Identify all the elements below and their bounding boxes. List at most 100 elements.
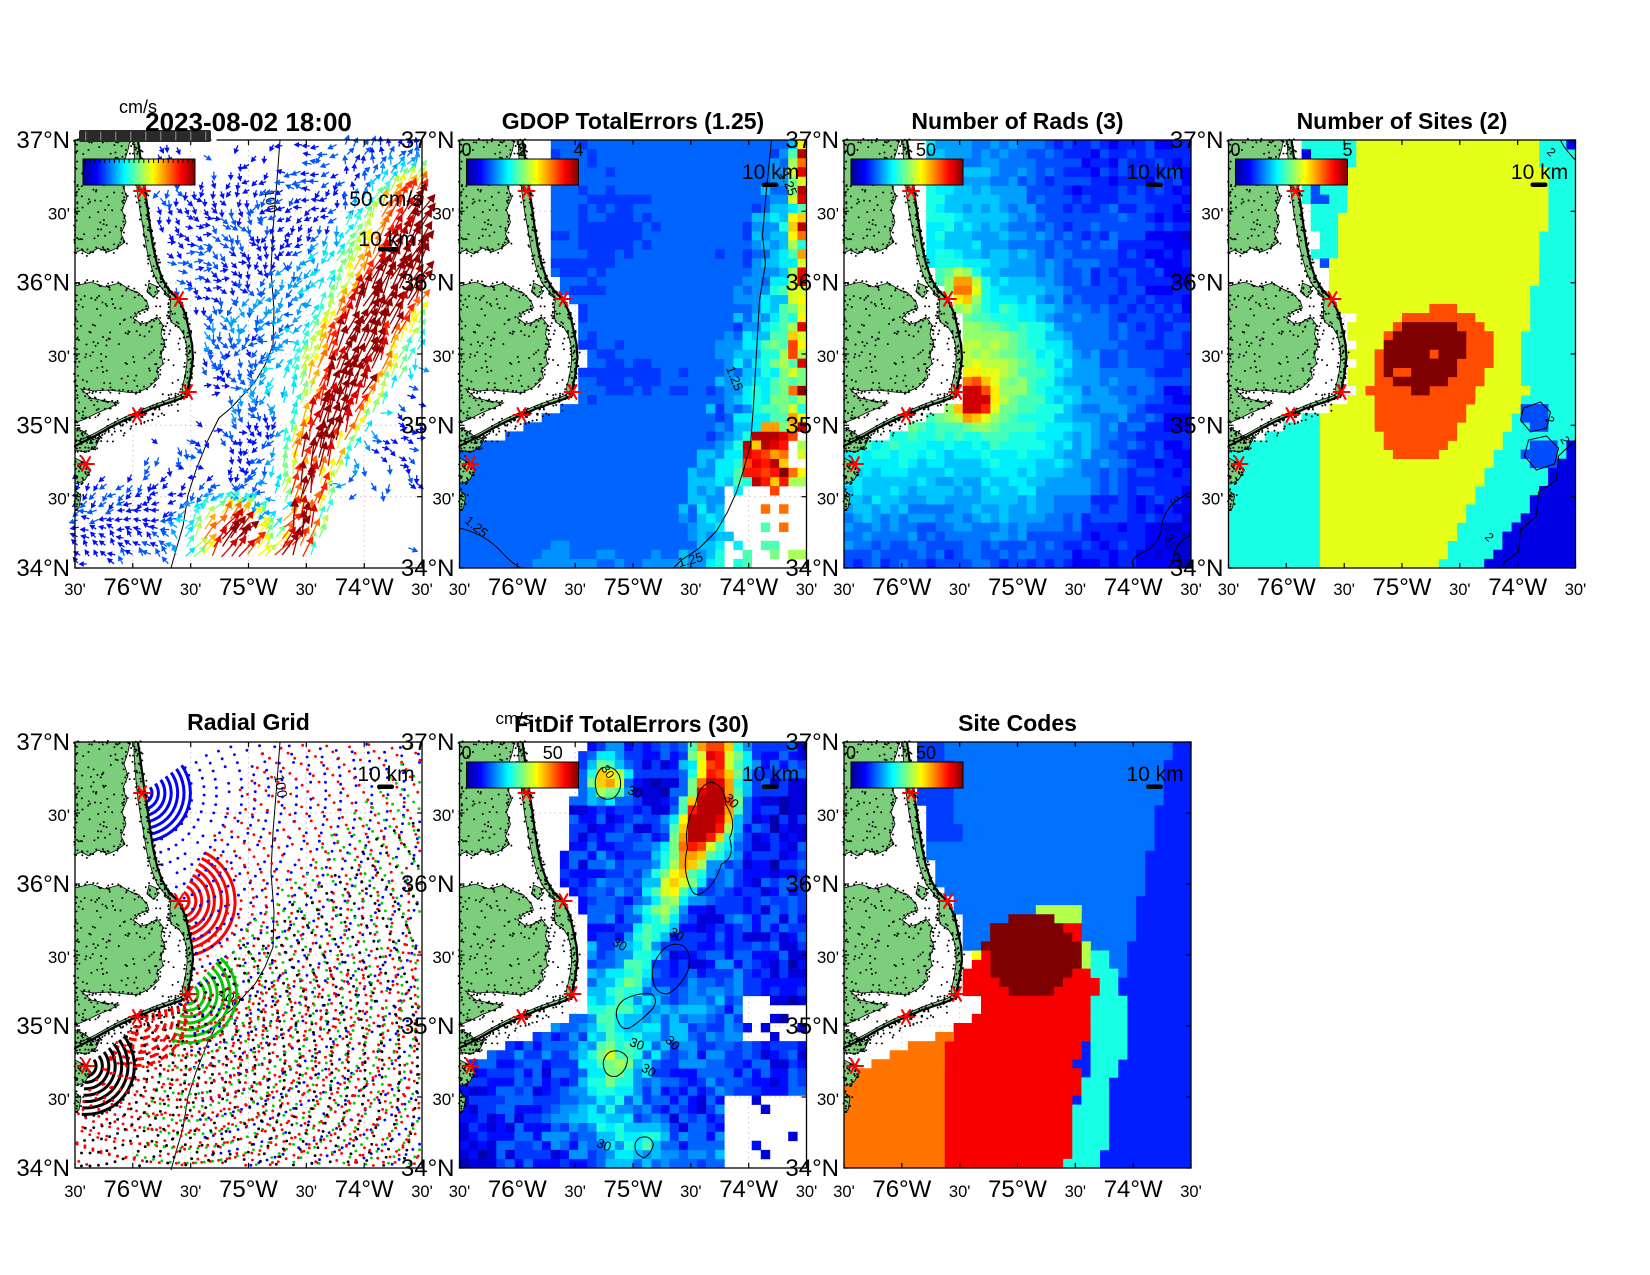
svg-text:30': 30': [1180, 581, 1202, 599]
svg-text:30': 30': [1180, 1183, 1202, 1201]
svg-text:30': 30': [180, 581, 202, 599]
svg-text:2023-08-02 18:00: 2023-08-02 18:00: [145, 107, 352, 137]
svg-text:30: 30: [667, 924, 687, 944]
svg-text:30': 30': [64, 1183, 86, 1201]
svg-text:75°W: 75°W: [988, 1176, 1047, 1203]
svg-text:35°N: 35°N: [1170, 412, 1224, 439]
svg-text:37°N: 37°N: [401, 127, 455, 154]
svg-text:10 km: 10 km: [358, 228, 415, 251]
svg-text:35°N: 35°N: [401, 1013, 455, 1040]
svg-text:30': 30': [48, 948, 70, 967]
svg-text:GDOP TotalErrors (1.25): GDOP TotalErrors (1.25): [502, 108, 764, 134]
svg-text:30': 30': [1065, 1183, 1087, 1201]
svg-text:76°W: 76°W: [488, 574, 547, 601]
svg-text:4: 4: [573, 140, 583, 160]
svg-text:30': 30': [796, 581, 818, 599]
svg-text:30': 30': [949, 1183, 971, 1201]
svg-text:36°N: 36°N: [1170, 270, 1224, 297]
svg-text:30': 30': [817, 347, 839, 366]
svg-text:37°N: 37°N: [16, 127, 70, 154]
svg-text:74°W: 74°W: [335, 1176, 394, 1203]
svg-text:35°N: 35°N: [16, 412, 70, 439]
svg-text:0: 0: [461, 743, 471, 763]
svg-text:35°N: 35°N: [785, 1013, 839, 1040]
svg-text:30': 30': [564, 581, 586, 599]
svg-text:30': 30': [432, 204, 454, 223]
svg-text:0: 0: [461, 140, 471, 160]
svg-text:0: 0: [846, 743, 856, 763]
svg-text:74°W: 74°W: [1104, 1176, 1163, 1203]
svg-text:75°W: 75°W: [988, 574, 1047, 601]
svg-text:76°W: 76°W: [488, 1176, 547, 1203]
svg-text:30': 30': [432, 948, 454, 967]
svg-text:30: 30: [639, 1060, 659, 1080]
svg-text:0: 0: [1230, 140, 1240, 160]
svg-text:30': 30': [1218, 581, 1240, 599]
svg-text:30': 30': [817, 490, 839, 509]
svg-text:Radial Grid: Radial Grid: [187, 709, 310, 735]
svg-text:30': 30': [432, 347, 454, 366]
svg-text:34°N: 34°N: [785, 1155, 839, 1182]
svg-text:30': 30': [1201, 204, 1223, 223]
svg-text:30': 30': [1449, 581, 1471, 599]
svg-text:30': 30': [1065, 581, 1087, 599]
svg-text:75°W: 75°W: [1373, 574, 1432, 601]
svg-text:10 km: 10 km: [1511, 161, 1568, 184]
svg-text:100: 100: [271, 773, 291, 799]
svg-text:30': 30': [432, 806, 454, 825]
svg-text:30': 30': [180, 1183, 202, 1201]
svg-text:0: 0: [846, 140, 856, 160]
svg-text:30': 30': [817, 948, 839, 967]
svg-text:36°N: 36°N: [785, 270, 839, 297]
svg-text:30': 30': [296, 1183, 318, 1201]
svg-text:74°W: 74°W: [1104, 574, 1163, 601]
svg-text:75°W: 75°W: [604, 1176, 663, 1203]
svg-text:30': 30': [411, 581, 433, 599]
svg-text:30': 30': [449, 581, 471, 599]
svg-text:1.25: 1.25: [676, 549, 704, 570]
svg-text:Site Codes: Site Codes: [958, 710, 1077, 736]
svg-text:76°W: 76°W: [1257, 574, 1316, 601]
svg-text:30': 30': [432, 490, 454, 509]
svg-text:cm/s: cm/s: [119, 97, 157, 117]
svg-text:30': 30': [817, 1090, 839, 1109]
svg-text:30': 30': [48, 204, 70, 223]
svg-text:74°W: 74°W: [1488, 574, 1547, 601]
svg-text:3: 3: [1175, 551, 1182, 565]
svg-text:5: 5: [1342, 140, 1352, 160]
svg-text:34°N: 34°N: [1170, 555, 1224, 582]
svg-text:30: 30: [628, 1034, 647, 1053]
svg-text:30': 30': [680, 581, 702, 599]
svg-text:50 cm/s: 50 cm/s: [349, 188, 423, 211]
svg-text:2: 2: [517, 140, 527, 160]
svg-text:30': 30': [1333, 581, 1355, 599]
svg-text:10 km: 10 km: [1126, 763, 1183, 786]
svg-text:10 km: 10 km: [357, 763, 414, 786]
svg-text:cm/s: cm/s: [496, 709, 532, 728]
svg-text:76°W: 76°W: [103, 1176, 162, 1203]
svg-text:74°W: 74°W: [719, 1176, 778, 1203]
svg-text:10 km: 10 km: [742, 161, 799, 184]
svg-text:34°N: 34°N: [401, 1155, 455, 1182]
svg-text:36°N: 36°N: [401, 871, 455, 898]
svg-text:30': 30': [1201, 490, 1223, 509]
svg-text:30': 30': [680, 1183, 702, 1201]
svg-text:30': 30': [296, 581, 318, 599]
svg-text:76°W: 76°W: [872, 1176, 931, 1203]
svg-text:37°N: 37°N: [16, 729, 70, 756]
svg-text:30': 30': [1565, 581, 1587, 599]
svg-text:37°N: 37°N: [785, 729, 839, 756]
svg-text:30': 30': [796, 1183, 818, 1201]
svg-text:30': 30': [64, 581, 86, 599]
svg-text:30': 30': [48, 1090, 70, 1109]
svg-text:36°N: 36°N: [16, 871, 70, 898]
svg-text:37°N: 37°N: [401, 729, 455, 756]
svg-text:75°W: 75°W: [219, 574, 278, 601]
svg-text:FitDif TotalErrors (30): FitDif TotalErrors (30): [514, 711, 749, 737]
svg-text:30': 30': [833, 1183, 855, 1201]
svg-text:35°N: 35°N: [16, 1013, 70, 1040]
svg-text:36°N: 36°N: [785, 871, 839, 898]
svg-text:30': 30': [1201, 347, 1223, 366]
svg-text:30': 30': [833, 581, 855, 599]
svg-text:74°W: 74°W: [719, 574, 778, 601]
